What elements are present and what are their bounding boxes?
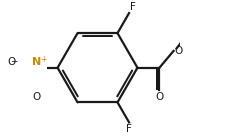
Text: −: −: [10, 56, 18, 65]
Text: O: O: [33, 92, 41, 102]
Text: O: O: [8, 57, 16, 67]
Text: O: O: [155, 92, 164, 102]
Text: +: +: [40, 55, 46, 64]
Text: O: O: [174, 46, 183, 56]
Text: F: F: [126, 124, 132, 134]
Text: N: N: [32, 57, 41, 67]
Text: F: F: [130, 2, 136, 12]
